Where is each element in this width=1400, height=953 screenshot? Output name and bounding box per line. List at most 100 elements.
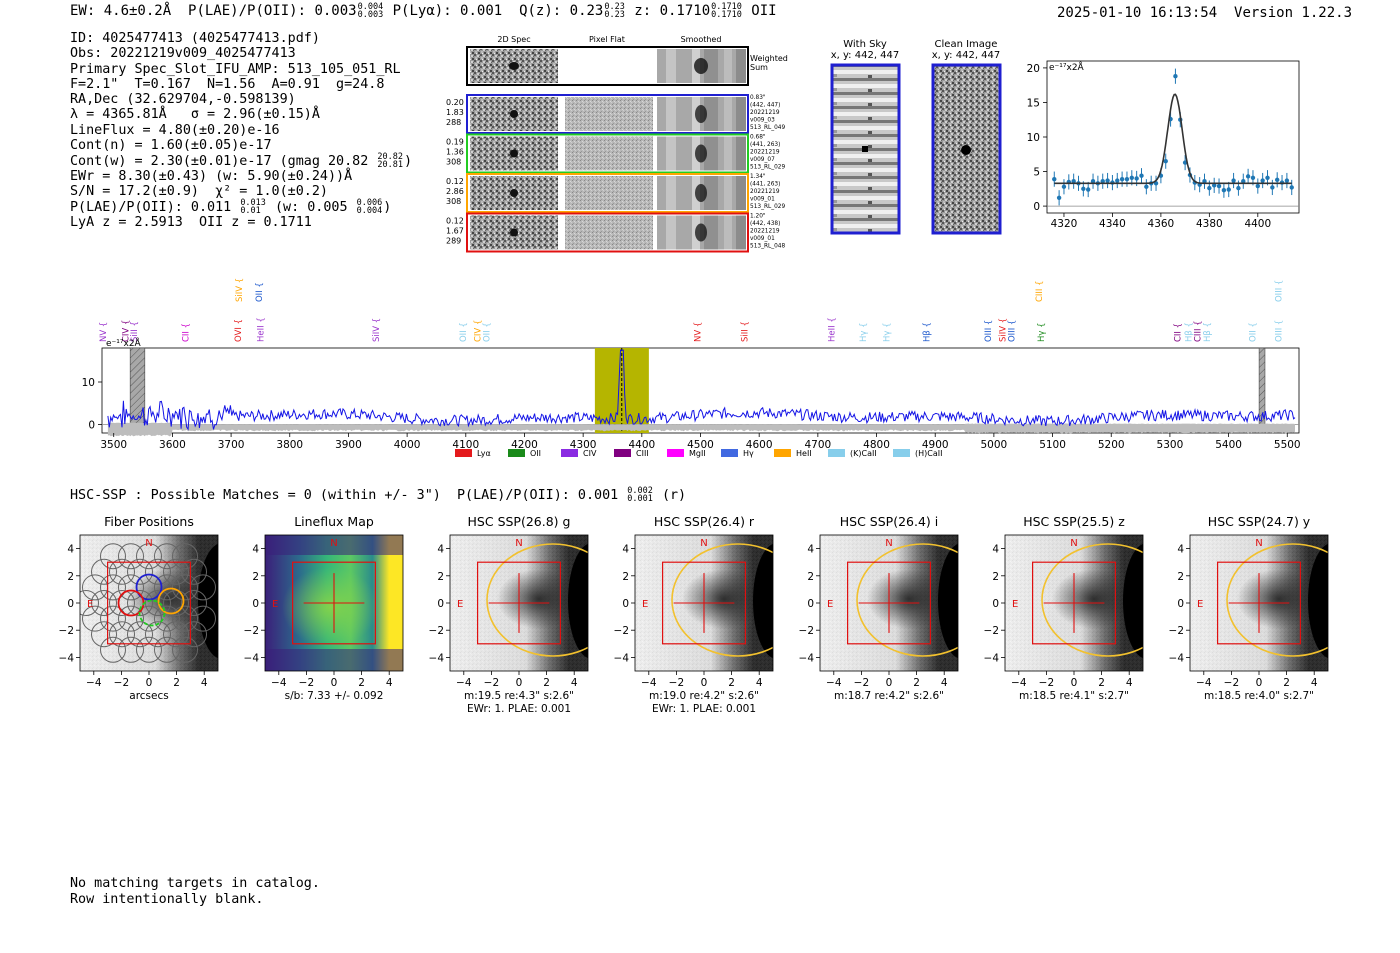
- hsc-xtick-label: −4: [456, 677, 472, 689]
- cutout-meta: 513_RL_029: [750, 165, 785, 171]
- spectrum-xtick-label: 4100: [452, 439, 479, 451]
- plae-range: 0.004 0.003: [357, 2, 384, 20]
- aperture-ellipse: [486, 543, 588, 657]
- hsc-xtick-label: −2: [669, 677, 684, 689]
- legend-swatch: [561, 449, 578, 457]
- hsc-ytick-label: −2: [59, 625, 74, 637]
- cutout-stat: 1.36: [446, 148, 464, 157]
- with-sky-xy: x, y: 442, 447: [831, 50, 900, 61]
- zoom-data-point: [1284, 178, 1290, 183]
- hsc-ytick-label: −2: [429, 625, 444, 637]
- hsc-panel-title: HSC SSP(24.7) y: [1208, 514, 1311, 529]
- cutout-meta: 513_RL_048: [750, 244, 785, 250]
- line-id-label: CII {: [181, 323, 191, 342]
- fiber-circle: [145, 621, 171, 648]
- lineflux-edge: [265, 535, 403, 555]
- hsc-xtick-label: 0: [146, 677, 153, 689]
- lineflux-peak: [282, 567, 378, 647]
- north-label: N: [885, 538, 892, 549]
- zoom-data-point: [1124, 176, 1130, 182]
- fiber-circle: [100, 543, 126, 570]
- cutout-meta: 20221219: [750, 229, 780, 235]
- fiber-circle: [91, 590, 117, 616]
- zoom-data-point: [1202, 179, 1207, 184]
- hsc-panel-caption: m:18.5 re:4.0" s:2.7": [1204, 690, 1314, 702]
- hsc-ytick-label: −2: [1169, 625, 1184, 637]
- east-label: E: [1012, 599, 1018, 610]
- zoom-data-point: [1139, 173, 1144, 178]
- hsc-ytick-label: −2: [244, 625, 259, 637]
- aperture-box: [477, 561, 562, 645]
- fiber-circle: [109, 590, 135, 616]
- info-contw: Cont(w) = 2.30(±0.01)e-17 (gmag 20.82 20…: [70, 152, 413, 171]
- z-line-name: OII: [751, 3, 777, 19]
- fiber-circle: [154, 543, 180, 570]
- cutout-meta: 0.68": [750, 135, 766, 141]
- hsc-xtick-label: −2: [484, 677, 499, 689]
- clean-image-title: Clean Image: [935, 39, 998, 50]
- fiber-circle: [145, 558, 171, 585]
- hsc-xtick-label: −4: [1011, 677, 1027, 689]
- hsc-panel-title: HSC SSP(26.4) i: [840, 514, 938, 529]
- cutout-flat-image: [565, 136, 653, 171]
- plae-value: P(LAE)/P(OII): 0.003: [188, 3, 357, 19]
- legend-label: OII: [530, 449, 541, 458]
- zoom-data-point: [1173, 74, 1178, 79]
- zoom-data-point: [1100, 179, 1105, 184]
- line-id-label: CIV {: [473, 320, 483, 342]
- fiber-circle: [172, 636, 198, 663]
- cutout-meta: 20221219: [750, 189, 780, 195]
- legend-label: CIV: [583, 449, 597, 458]
- hsc-ytick-label: 0: [807, 598, 814, 610]
- hsc-panel-title: Fiber Positions: [104, 514, 194, 529]
- info-lambda: λ = 4365.81Å σ = 2.96(±0.15)Å: [70, 107, 320, 123]
- zoom-data-point: [1085, 187, 1091, 192]
- spectrum-xtick-label: 4600: [746, 439, 773, 451]
- cutout-source-spot: [510, 149, 518, 158]
- cutout-stat: 308: [446, 197, 461, 206]
- zoom-data-point: [1090, 179, 1096, 184]
- zoom-ytick-label: 20: [1027, 63, 1040, 75]
- legend-swatch: [721, 449, 738, 457]
- zoom-data-point: [1115, 178, 1120, 183]
- fiber-circle: [118, 605, 144, 632]
- cutout-meta: 20221219: [750, 150, 780, 156]
- hsc-ytick-label: 4: [992, 544, 999, 556]
- fiber-circle: [172, 605, 198, 632]
- line-id-label: CIII {: [1035, 280, 1045, 302]
- hsc-xtick-label: 4: [756, 677, 763, 689]
- line-id-label: OII {: [459, 322, 469, 342]
- fiber-circle: [181, 558, 207, 585]
- aperture-box: [1216, 561, 1301, 645]
- fiber-circle: [136, 543, 162, 570]
- line-id-label: HeII {: [256, 317, 266, 342]
- zoom-model-curve: [1054, 93, 1292, 185]
- zoom-ytick-label: 10: [1027, 132, 1040, 144]
- fiber-circle: [136, 605, 162, 632]
- hsc-xtick-label: 2: [173, 677, 180, 689]
- zoom-data-point: [1221, 188, 1227, 193]
- hsc-ytick-label: 4: [807, 544, 814, 556]
- hsc-panel-image: [1190, 535, 1328, 671]
- zoom-data-point: [1265, 175, 1270, 180]
- qz-value: Q(z): 0.23: [519, 3, 604, 19]
- fiber-circle: [163, 621, 189, 648]
- aperture-box: [106, 561, 192, 645]
- legend-label: (K)CaII: [850, 449, 877, 458]
- north-label: N: [700, 538, 707, 549]
- hsc-ytick-label: −2: [799, 625, 814, 637]
- legend-label: CIII: [636, 449, 649, 458]
- legend-swatch: [828, 449, 845, 457]
- line-id-label: CIII {: [1193, 320, 1203, 342]
- masked-region: [1258, 347, 1266, 434]
- hsc-xtick-label: 0: [701, 677, 708, 689]
- line-id-label: Hβ {: [1185, 322, 1195, 342]
- line-id-label: OII {: [255, 282, 265, 302]
- sky-panels: With Sky x, y: 442, 447 Clean Image x, y…: [830, 39, 1002, 235]
- catalog-footer: No matching targets in catalog. Row inte…: [70, 876, 320, 907]
- zoom-data-point: [1274, 177, 1280, 183]
- hsc-ytick-label: 0: [622, 598, 629, 610]
- hsc-xtick-label: −4: [1196, 677, 1212, 689]
- cutout-stat: 1.83: [446, 108, 464, 117]
